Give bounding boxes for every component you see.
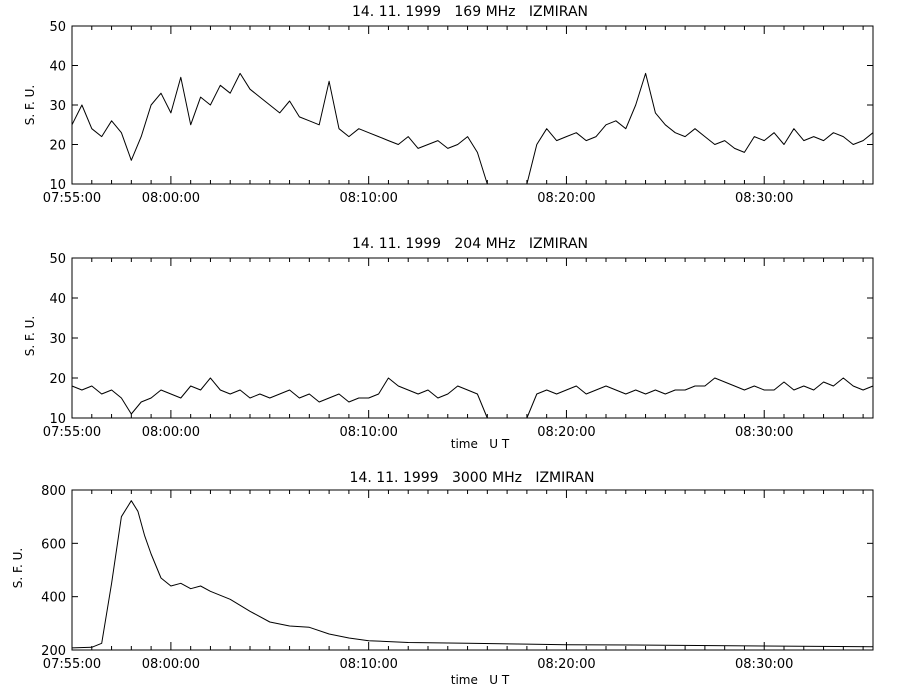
panel-3000mhz-ylabel: S. F. U. xyxy=(11,548,25,588)
panel-3000mhz-ytick-label: 800 xyxy=(41,484,66,499)
panel-204mhz-ytick-label: 50 xyxy=(49,252,66,267)
panel-3000mhz-frame xyxy=(71,489,874,651)
panel-204mhz-yticks: 10 20 30 40 50 xyxy=(49,252,873,427)
panel-204mhz-xticks: 07:55:00 08:00:00 08:10:00 08:20:00 08:30:00 xyxy=(43,258,864,440)
panel-169mhz-ylabel: S. F. U. xyxy=(23,85,37,125)
panel-169mhz-ytick-label: 10 xyxy=(49,178,66,193)
panel-204mhz-series xyxy=(71,377,874,419)
panel-169mhz-ytick-label: 20 xyxy=(49,139,66,154)
panel-204mhz-xtick-label: 08:10:00 xyxy=(339,425,397,440)
panel-3000mhz-xticks: 07:55:00 08:00:00 08:10:00 08:20:00 08:30:00 xyxy=(43,490,864,672)
panel-204mhz-ytick-label: 10 xyxy=(49,412,66,427)
panel-3000mhz-yticks: 200 400 600 800 xyxy=(41,484,873,659)
panel-204mhz-xlabel: time U T xyxy=(451,437,510,451)
panel-3000mhz-xtick-label: 08:30:00 xyxy=(735,657,793,672)
panel-3000mhz: 14. 11. 1999 3000 MHz IZMIRAN S. F. U. 2… xyxy=(11,470,874,687)
panel-204mhz-series-line-0 xyxy=(71,377,874,419)
panel-169mhz-series-line-0 xyxy=(71,72,874,185)
panel-169mhz-ytick-label: 40 xyxy=(49,60,66,75)
panel-204mhz-ytick-label: 30 xyxy=(49,332,66,347)
panel-169mhz-title: 14. 11. 1999 169 MHz IZMIRAN xyxy=(352,4,588,20)
panel-3000mhz-xtick-label: 08:20:00 xyxy=(537,657,595,672)
panel-204mhz-xtick-label: 07:55:00 xyxy=(43,425,101,440)
panel-169mhz-ytick-label: 30 xyxy=(49,99,66,114)
panel-169mhz-series xyxy=(71,72,874,185)
panel-169mhz-ytick-label: 50 xyxy=(49,20,66,35)
panel-204mhz-ylabel: S. F. U. xyxy=(23,316,37,356)
panel-204mhz-xtick-label: 08:20:00 xyxy=(537,425,595,440)
panel-3000mhz-ytick-label: 200 xyxy=(41,644,66,659)
panel-3000mhz-xtick-label: 08:10:00 xyxy=(339,657,397,672)
panel-169mhz-xtick-label: 08:10:00 xyxy=(339,191,397,206)
panel-204mhz-title: 14. 11. 1999 204 MHz IZMIRAN xyxy=(352,236,588,252)
panel-169mhz: 14. 11. 1999 169 MHz IZMIRAN S. F. U. 10… xyxy=(23,4,874,206)
panel-204mhz-ytick-label: 40 xyxy=(49,292,66,307)
panel-3000mhz-xtick-label: 08:00:00 xyxy=(142,657,200,672)
panel-169mhz-frame xyxy=(71,25,874,185)
panel-169mhz-xtick-label: 08:20:00 xyxy=(537,191,595,206)
panel-204mhz-xtick-label: 08:30:00 xyxy=(735,425,793,440)
panel-169mhz-xtick-label: 08:30:00 xyxy=(735,191,793,206)
panel-3000mhz-xlabel: time U T xyxy=(451,673,510,687)
panel-169mhz-xtick-label: 07:55:00 xyxy=(43,191,101,206)
panel-169mhz-xtick-label: 08:00:00 xyxy=(142,191,200,206)
panel-3000mhz-ytick-label: 400 xyxy=(41,591,66,606)
panel-169mhz-yticks: 10 20 30 40 50 xyxy=(49,20,873,193)
panel-204mhz-xtick-label: 08:00:00 xyxy=(142,425,200,440)
panel-3000mhz-xtick-label: 07:55:00 xyxy=(43,657,101,672)
panel-169mhz-xticks: 07:55:00 08:00:00 08:10:00 08:20:00 08:30:00 xyxy=(43,26,864,206)
panel-3000mhz-series xyxy=(71,500,874,649)
panel-204mhz-frame xyxy=(71,257,874,419)
panel-3000mhz-title: 14. 11. 1999 3000 MHz IZMIRAN xyxy=(350,470,595,486)
panel-204mhz-ytick-label: 20 xyxy=(49,372,66,387)
panel-204mhz: 14. 11. 1999 204 MHz IZMIRAN S. F. U. 10… xyxy=(23,236,874,451)
panel-3000mhz-series-line-0 xyxy=(71,500,874,649)
panel-3000mhz-ytick-label: 600 xyxy=(41,537,66,552)
